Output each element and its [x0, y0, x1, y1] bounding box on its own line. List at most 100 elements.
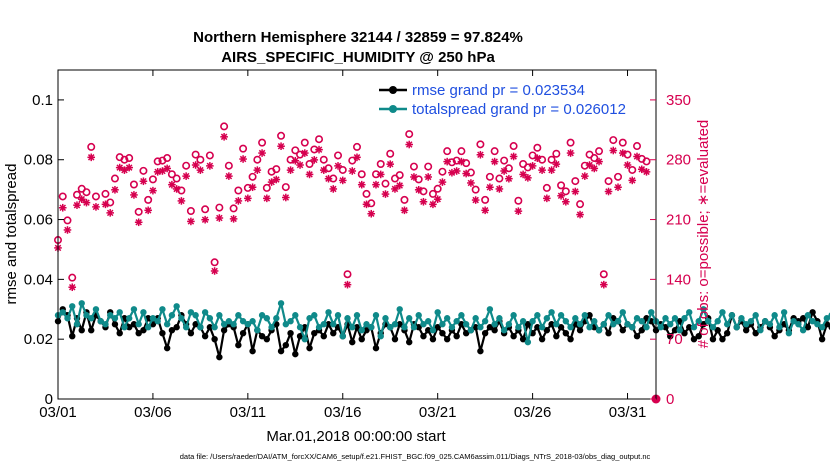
- data-point-totalspread: [273, 315, 280, 322]
- series-lines: [54, 300, 830, 361]
- data-point-totalspread: [790, 318, 797, 325]
- data-point-totalspread: [662, 315, 669, 322]
- data-point-totalspread: [197, 324, 204, 331]
- data-point-totalspread: [472, 315, 479, 322]
- data-point-totalspread: [325, 309, 332, 316]
- obs-evaluated-marker: [125, 163, 133, 172]
- data-point-totalspread: [814, 321, 821, 328]
- x-tick-label: 03/21: [419, 404, 457, 421]
- obs-possible-marker: [125, 154, 134, 163]
- data-point-rmse: [662, 324, 669, 331]
- obs-evaluated-marker: [210, 267, 219, 275]
- data-point-rmse: [486, 324, 494, 331]
- data-point-totalspread: [738, 315, 745, 322]
- data-point-totalspread: [742, 321, 750, 328]
- obs-possible-marker: [561, 187, 570, 196]
- obs-possible-marker: [91, 192, 100, 201]
- data-point-totalspread: [182, 324, 190, 331]
- obs-possible-marker: [82, 188, 91, 197]
- data-point-rmse: [353, 324, 361, 331]
- data-point-totalspread: [477, 324, 484, 331]
- y-axis-ticks: 0 0.02 0.04 0.06 0.08 0.1: [24, 92, 64, 408]
- obs-evaluated-marker: [215, 214, 224, 222]
- data-point-totalspread: [116, 309, 123, 316]
- obs-evaluated-marker: [187, 217, 195, 226]
- obs-evaluated-marker: [220, 133, 228, 141]
- obs-evaluated-marker: [547, 166, 556, 174]
- data-point-totalspread: [686, 309, 693, 316]
- data-point-rmse: [391, 335, 399, 343]
- obs-evaluated-marker: [391, 185, 399, 193]
- data-point-totalspread: [624, 321, 631, 328]
- obs-evaluated-marker: [581, 172, 589, 180]
- data-point-rmse: [434, 324, 441, 331]
- data-point-totalspread: [88, 315, 95, 322]
- data-point-rmse: [320, 332, 327, 340]
- data-point-totalspread: [610, 321, 617, 328]
- obs-possible-marker: [514, 196, 523, 205]
- data-point-totalspread: [648, 309, 655, 316]
- obs-possible-marker: [552, 149, 561, 158]
- obs-evaluated-marker: [177, 197, 186, 205]
- obs-possible-marker: [63, 216, 72, 225]
- obs-possible-marker: [362, 189, 371, 198]
- obs-possible-marker: [367, 199, 376, 208]
- obs-evaluated-marker: [234, 197, 243, 205]
- data-point-rmse: [429, 335, 437, 343]
- data-point-rmse: [709, 335, 717, 343]
- data-point-totalspread: [429, 327, 437, 334]
- data-point-totalspread: [757, 327, 764, 334]
- data-point-totalspread: [211, 324, 218, 331]
- data-point-rmse: [472, 324, 479, 331]
- obs-evaluated-marker: [338, 176, 347, 185]
- data-point-rmse: [192, 321, 199, 328]
- data-point-totalspread: [681, 315, 688, 322]
- obs-possible-marker: [324, 164, 333, 173]
- data-point-totalspread: [543, 315, 551, 322]
- data-point-totalspread: [358, 327, 365, 334]
- obs-evaluated-marker: [395, 181, 404, 190]
- obs-possible-marker: [348, 156, 357, 165]
- data-point-totalspread: [296, 324, 304, 331]
- data-point-rmse: [325, 321, 332, 328]
- data-point-rmse: [168, 327, 176, 334]
- data-point-totalspread: [548, 309, 555, 316]
- data-point-totalspread: [719, 309, 726, 316]
- data-point-totalspread: [135, 321, 142, 328]
- x-tick-label: 03/06: [134, 404, 172, 421]
- data-point-totalspread: [144, 324, 152, 331]
- obs-possible-marker: [571, 177, 580, 186]
- data-point-totalspread: [785, 330, 793, 337]
- data-point-totalspread: [244, 321, 252, 328]
- obs-possible-marker: [201, 205, 210, 214]
- data-point-rmse: [771, 332, 778, 340]
- data-point-totalspread: [192, 312, 199, 319]
- data-point-rmse: [686, 324, 693, 331]
- data-file-footnote: data file: /Users/raeder/DAI/ATM_forcXX/…: [180, 452, 651, 461]
- obs-possible-marker: [224, 161, 233, 170]
- obs-possible-marker: [291, 146, 300, 155]
- data-point-totalspread: [382, 315, 389, 322]
- obs-possible-marker: [343, 270, 352, 279]
- obs-possible-marker: [262, 183, 271, 192]
- obs-possible-marker: [642, 157, 651, 166]
- obs-evaluated-marker: [576, 210, 584, 219]
- data-point-rmse: [292, 350, 299, 358]
- obs-possible-marker: [381, 179, 390, 188]
- data-point-totalspread: [629, 324, 636, 331]
- data-point-rmse: [439, 330, 446, 337]
- data-point-totalspread: [576, 321, 584, 328]
- data-point-rmse: [567, 335, 574, 343]
- obs-possible-marker: [153, 157, 162, 166]
- data-point-totalspread: [510, 312, 517, 319]
- data-point-totalspread: [643, 324, 650, 331]
- obs-possible-marker: [466, 168, 475, 177]
- obs-evaluated-marker: [206, 162, 214, 170]
- obs-possible-marker: [239, 144, 248, 153]
- data-point-totalspread: [424, 318, 432, 325]
- data-point-totalspread: [201, 309, 209, 316]
- data-point-totalspread: [761, 318, 769, 325]
- data-point-rmse: [491, 327, 498, 334]
- y2-tick-label: 70: [666, 331, 683, 348]
